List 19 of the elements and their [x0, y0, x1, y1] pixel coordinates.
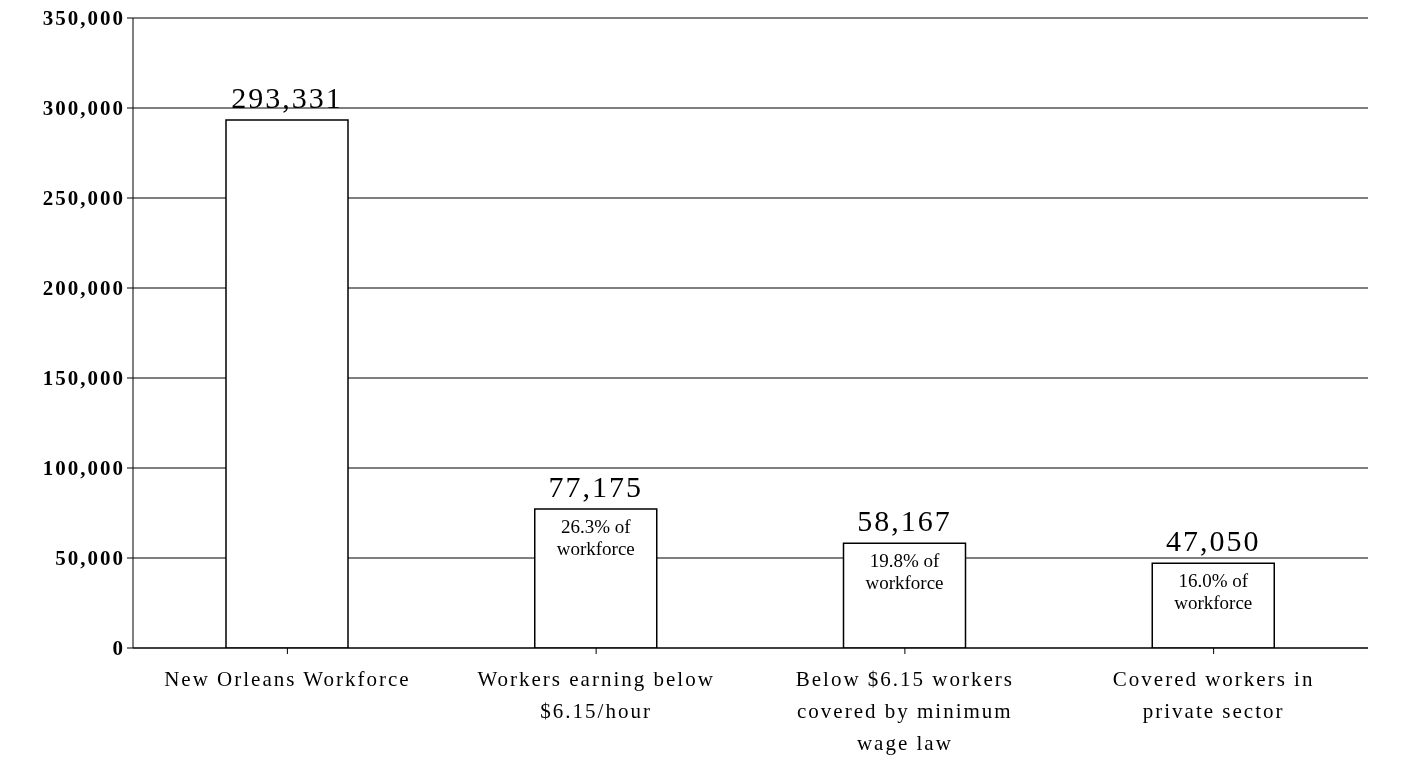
- y-tick-label: 350,000: [42, 6, 125, 31]
- x-tick-label: Workers earning below $6.15/hour: [477, 667, 715, 723]
- y-tick-label: 300,000: [42, 96, 125, 121]
- annotation: 16.0% of workforce: [1174, 570, 1253, 614]
- data-label: 77,175: [548, 470, 643, 504]
- data-label: 293,331: [231, 81, 343, 114]
- y-tick-label: 250,000: [42, 186, 125, 211]
- y-tick-label: 200,000: [42, 276, 125, 301]
- data-label: 58,167: [857, 504, 952, 538]
- y-tick-label: 50,000: [55, 546, 125, 571]
- data-label: 47,050: [1166, 524, 1261, 558]
- annotation: 19.8% of workforce: [865, 550, 944, 594]
- x-tick-label: Below $6.15 workers covered by minimum wage law: [795, 667, 1014, 755]
- y-tick-label: 100,000: [42, 456, 125, 481]
- y-tick-label: 150,000: [42, 366, 125, 391]
- annotation: 26.3% of workforce: [556, 516, 635, 560]
- x-tick-label: Covered workers in private sector: [1112, 667, 1315, 723]
- x-tick-label: New Orleans Workforce: [164, 667, 411, 691]
- y-tick-label: 0: [112, 636, 125, 661]
